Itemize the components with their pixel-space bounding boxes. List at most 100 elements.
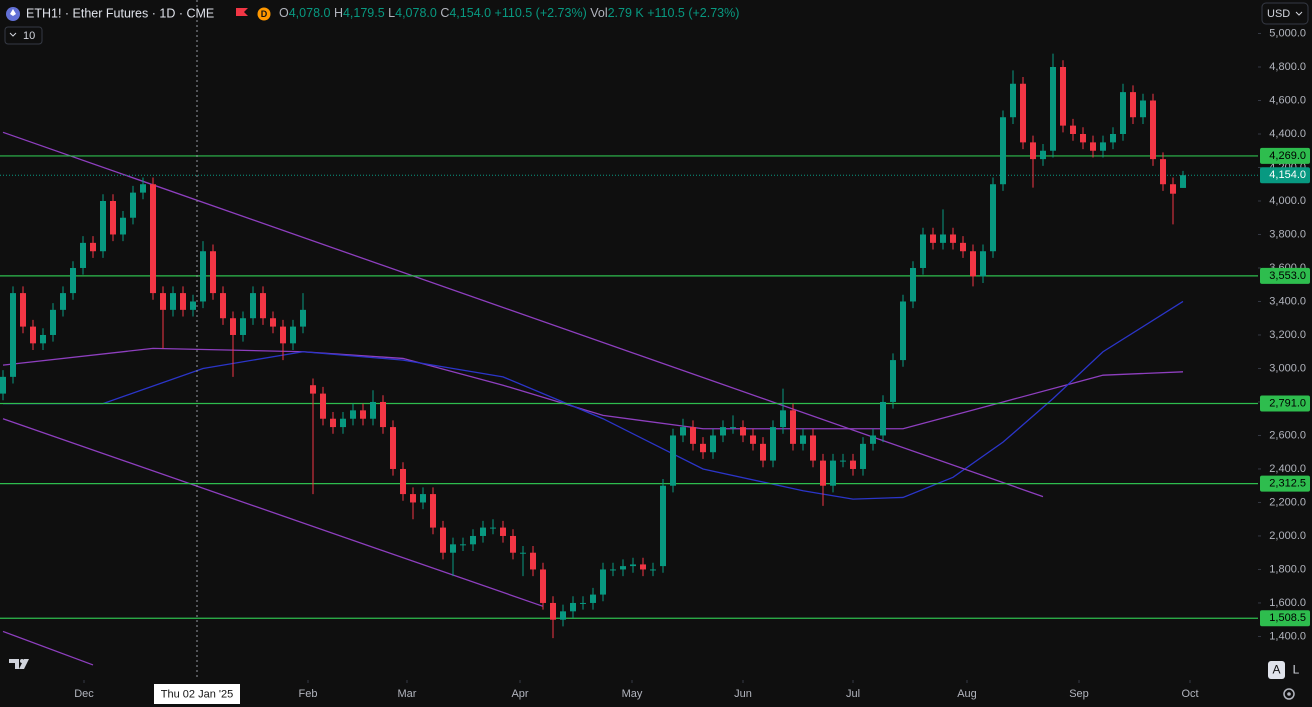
candle-body <box>420 494 426 503</box>
candle-body <box>1080 133 1086 143</box>
candle-body <box>720 427 726 436</box>
candle-body <box>1180 175 1186 188</box>
y-tick-label: 2,000.0 <box>1269 530 1306 542</box>
indicator-line <box>2 347 1184 430</box>
candle-body <box>410 494 416 503</box>
y-tick-label: 4,400.0 <box>1269 128 1306 140</box>
candle-body <box>980 251 986 277</box>
candle-body <box>190 301 196 310</box>
candle-body <box>10 293 16 377</box>
y-tick-label: 2,200.0 <box>1269 496 1306 508</box>
candle-body <box>120 217 126 235</box>
candle-body <box>150 184 156 294</box>
level-label: 2,791.0 <box>1269 397 1306 409</box>
candle-body <box>50 309 56 335</box>
log-scale-label[interactable]: L <box>1293 663 1300 677</box>
chart-title[interactable]: ETH1! · Ether Futures · 1D · CME <box>26 6 214 20</box>
candle-body <box>900 301 906 361</box>
candle-body <box>440 527 446 553</box>
legend-value: 4,078.0 <box>395 6 437 20</box>
candle-body <box>80 242 86 268</box>
candle-body <box>110 200 116 235</box>
candle-body <box>460 544 466 546</box>
candle-body <box>310 385 316 394</box>
candle-body <box>910 267 916 302</box>
chevron-icon <box>1295 11 1303 16</box>
candle-body <box>1110 133 1116 143</box>
auto-scale-button[interactable] <box>1268 661 1285 679</box>
candle-body <box>760 443 766 461</box>
candle-body <box>970 251 976 277</box>
price-label-box <box>1260 167 1310 184</box>
candle-body <box>1120 92 1126 134</box>
candle-body <box>320 393 326 419</box>
level-label: 2,312.5 <box>1269 478 1306 490</box>
candle-body <box>780 410 786 428</box>
candle-body <box>840 460 846 462</box>
crosshair-label: Thu 02 Jan '25 <box>161 688 233 700</box>
candle-body <box>800 435 806 444</box>
ohlc-legend: O4,078.0 H4,179.5 L4,078.0 C4,154.0 +110… <box>279 6 739 20</box>
price-label: 4,154.0 <box>1269 169 1306 181</box>
auto-scale-label: A <box>1272 663 1280 677</box>
candle-body <box>90 242 96 252</box>
candle-body <box>890 360 896 402</box>
candle-body <box>810 435 816 461</box>
candle-body <box>340 418 346 428</box>
candle-body <box>730 427 736 429</box>
candle-body <box>350 410 356 419</box>
candle-body <box>140 184 146 193</box>
y-tick-label: 4,000.0 <box>1269 195 1306 207</box>
candle-body <box>710 435 716 453</box>
candle-body <box>550 602 556 620</box>
candle-body <box>1070 125 1076 134</box>
level-label-box <box>1260 395 1310 412</box>
candle-body <box>430 494 436 528</box>
x-tick-label: Jun <box>734 688 752 700</box>
candle-body <box>200 251 206 302</box>
indicator-toggle[interactable] <box>4 26 43 45</box>
legend-value: 4,078.0 <box>289 6 331 20</box>
candle-body <box>570 602 576 612</box>
x-tick-label: Sep <box>1069 688 1089 700</box>
y-tick-label: 3,800.0 <box>1269 228 1306 240</box>
candle-body <box>220 293 226 319</box>
candle-body <box>390 427 396 469</box>
indicator-line <box>3 300 1184 500</box>
candle-body <box>860 443 866 469</box>
candle-body <box>770 427 776 461</box>
legend-value: 2.79 K +110.5 (+2.73%) <box>608 6 740 20</box>
logo[interactable] <box>9 659 29 669</box>
flag-icon[interactable] <box>236 8 248 16</box>
candle-body <box>60 293 66 310</box>
x-tick-label: Oct <box>1181 688 1198 700</box>
candle-body <box>820 460 826 486</box>
candle-body <box>870 435 876 444</box>
candle-body <box>1050 66 1056 151</box>
candle-body <box>180 293 186 310</box>
candle-body <box>960 242 966 252</box>
candle-body <box>1150 100 1156 160</box>
level-label-box <box>1260 267 1310 284</box>
currency-select[interactable] <box>1261 2 1309 25</box>
settings-icon[interactable] <box>1283 688 1295 700</box>
y-tick-label: 2,400.0 <box>1269 463 1306 475</box>
indicator-line <box>2 131 1044 498</box>
level-label-box <box>1260 610 1310 627</box>
settings-icon <box>1287 692 1291 696</box>
legend-key: H <box>334 6 343 20</box>
candle-body <box>640 564 646 570</box>
candle-body <box>380 401 386 428</box>
candle-body <box>1090 142 1096 151</box>
legend-value: 4,154.0 +110.5 (+2.73%) <box>449 6 586 20</box>
y-tick-label: 1,800.0 <box>1269 563 1306 575</box>
candle-body <box>700 443 706 453</box>
indicator-count: 10 <box>23 30 35 42</box>
candle-body <box>240 318 246 335</box>
candle-body <box>370 401 376 419</box>
candle-body <box>630 564 636 567</box>
y-tick-label: 1,600.0 <box>1269 597 1306 609</box>
level-label: 4,269.0 <box>1269 150 1306 162</box>
